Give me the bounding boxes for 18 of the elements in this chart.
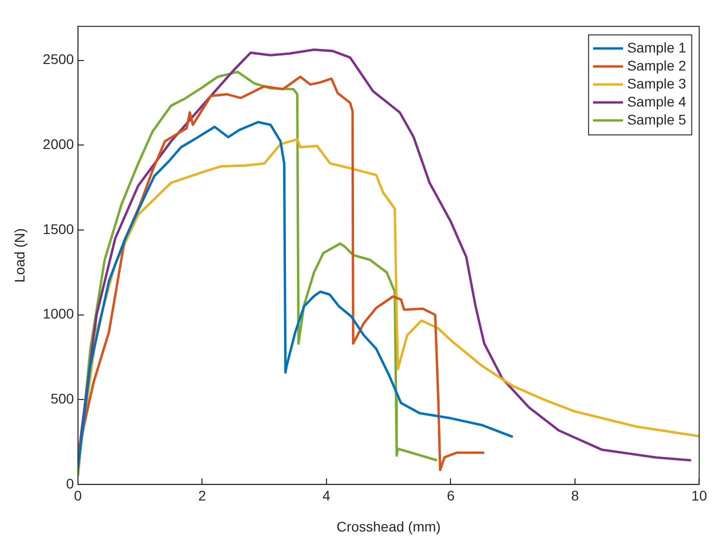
x-tick-label: 4 bbox=[322, 488, 331, 504]
y-tick-label: 2000 bbox=[42, 136, 74, 152]
y-tick-label: 2500 bbox=[42, 51, 74, 68]
x-tick-label: 6 bbox=[446, 488, 455, 504]
y-tick-label: 1500 bbox=[42, 220, 74, 237]
legend-label: Sample 4 bbox=[627, 93, 686, 110]
x-tick-label: 8 bbox=[571, 488, 580, 504]
y-tick-label: 500 bbox=[50, 390, 74, 406]
legend-label: Sample 1 bbox=[627, 39, 686, 56]
x-tick-label: 10 bbox=[691, 488, 708, 504]
y-axis-title: Load (N) bbox=[11, 228, 28, 283]
x-tick-label: 2 bbox=[198, 488, 206, 504]
legend-label: Sample 3 bbox=[627, 75, 686, 92]
y-tick-label: 1000 bbox=[42, 306, 74, 322]
legend-label: Sample 5 bbox=[627, 111, 686, 128]
legend-label: Sample 2 bbox=[627, 57, 686, 74]
x-axis-title: Crosshead (mm) bbox=[336, 518, 441, 534]
y-tick-label: 0 bbox=[66, 475, 74, 492]
